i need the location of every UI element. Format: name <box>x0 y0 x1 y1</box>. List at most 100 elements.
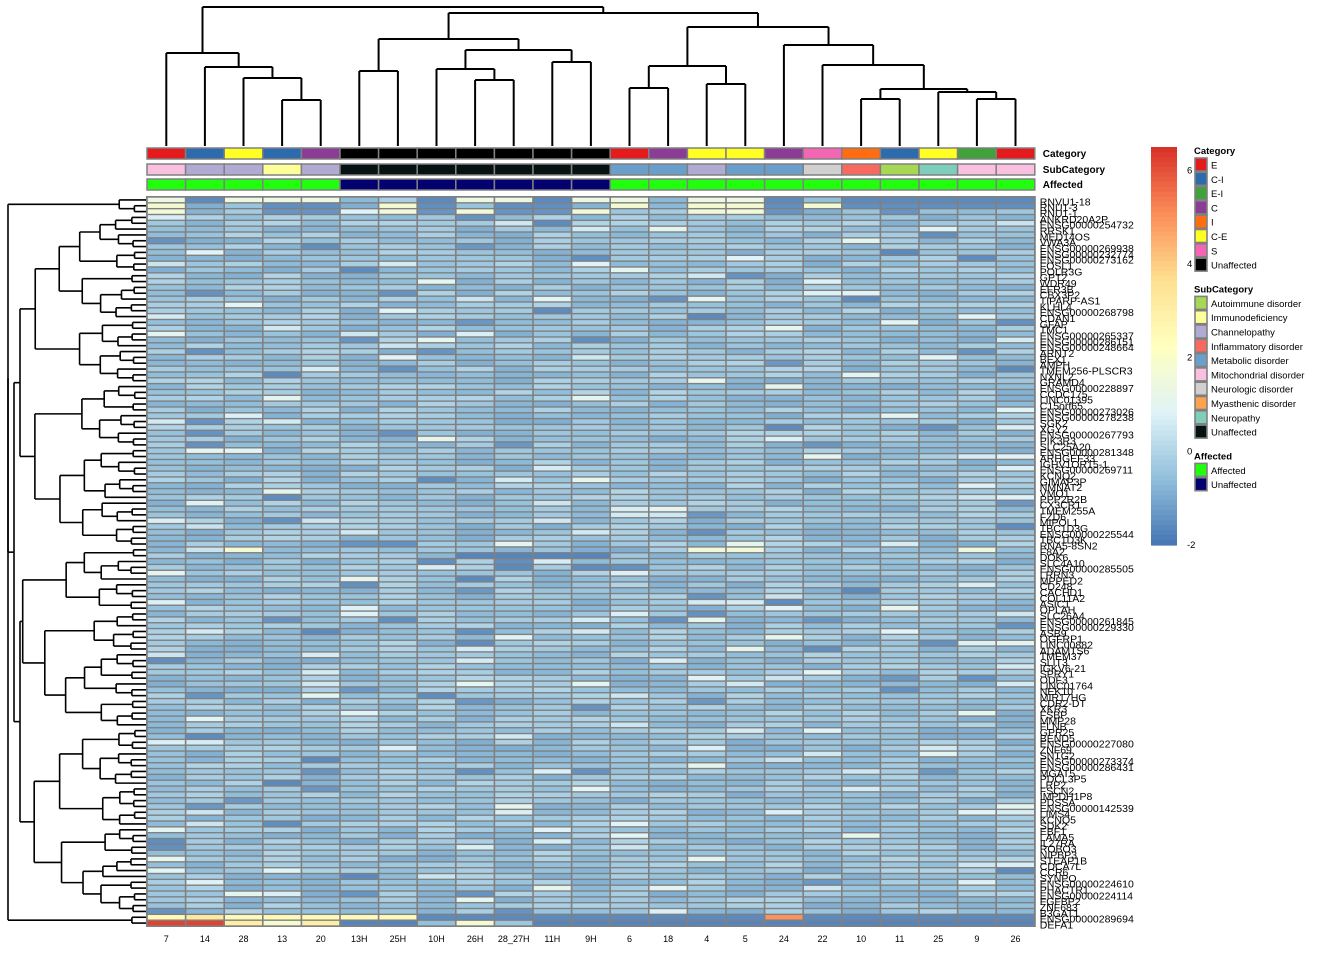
heatmap-cell <box>726 425 764 430</box>
heatmap-cell <box>495 827 533 832</box>
heatmap-cell <box>997 296 1034 302</box>
heatmap-cell <box>765 337 803 343</box>
heatmap-cell <box>997 349 1034 354</box>
heatmap-cell <box>533 238 571 243</box>
heatmap-cell <box>186 279 224 284</box>
heatmap-cell <box>418 792 455 797</box>
heatmap-cell <box>765 757 803 763</box>
heatmap-cell <box>919 273 957 278</box>
heatmap-cell <box>533 320 571 325</box>
heatmap-cell <box>958 839 996 844</box>
heatmap-cell <box>456 448 494 453</box>
heatmap-cell <box>765 775 803 780</box>
heatmap-cell <box>765 862 803 867</box>
heatmap-cell <box>611 845 648 850</box>
heatmap-cell <box>997 705 1034 710</box>
heatmap-cell <box>611 541 648 547</box>
heatmap-cell <box>456 687 494 693</box>
heatmap-cell <box>688 465 726 471</box>
heatmap-cell <box>302 436 340 442</box>
heatmap-cell <box>611 244 648 249</box>
color-scale-step <box>1151 306 1177 312</box>
heatmap-cell <box>147 611 185 617</box>
heatmap-cell <box>765 465 803 471</box>
heatmap-cell <box>418 856 455 862</box>
heatmap-cell <box>726 483 764 488</box>
heatmap-cell <box>418 413 455 418</box>
heatmap-cell <box>495 915 533 920</box>
heatmap-cell <box>726 681 764 687</box>
heatmap-cell <box>302 238 340 243</box>
column-dendrogram <box>165 6 1017 146</box>
heatmap-cell <box>842 232 880 238</box>
heatmap-cell <box>456 530 494 535</box>
heatmap-cell <box>649 197 687 203</box>
heatmap-cell <box>302 658 340 663</box>
heatmap-cell <box>958 308 996 313</box>
heatmap-cell <box>263 261 301 267</box>
heatmap-cell <box>456 798 494 803</box>
heatmap-cell <box>611 384 648 389</box>
heatmap-cell <box>147 483 185 488</box>
heatmap-cell <box>881 261 919 267</box>
heatmap-cell <box>881 273 919 278</box>
heatmap-cell <box>919 786 957 792</box>
heatmap-cell <box>572 821 610 827</box>
heatmap-cell <box>456 203 494 208</box>
heatmap-cell <box>688 436 726 442</box>
heatmap-cell <box>379 891 417 897</box>
row-label: SLC26A4 <box>1040 610 1085 622</box>
heatmap-cell <box>881 518 919 523</box>
heatmap-cell <box>688 891 726 897</box>
heatmap-cell <box>225 524 262 529</box>
heatmap-cell <box>572 576 610 582</box>
heatmap-cell <box>379 302 417 308</box>
heatmap-cell <box>302 390 340 395</box>
heatmap-cell <box>533 489 571 494</box>
heatmap-cell <box>919 261 957 267</box>
heatmap-cell <box>225 827 262 832</box>
row-label: RNA5-8SN2 <box>1040 540 1098 552</box>
heatmap-cell <box>649 506 687 512</box>
heatmap-cell <box>147 471 185 477</box>
annotation-cell-affected <box>648 178 689 191</box>
heatmap-cell <box>147 378 185 383</box>
heatmap-cell <box>186 658 224 663</box>
heatmap-cell <box>225 576 262 582</box>
heatmap-cell <box>842 500 880 506</box>
heatmap-cell <box>572 862 610 867</box>
heatmap-cell <box>649 378 687 383</box>
heatmap-cell <box>919 250 957 255</box>
heatmap-cell <box>495 436 533 442</box>
heatmap-cell <box>340 308 378 313</box>
legend-item-label: Unaffected <box>1211 261 1257 272</box>
heatmap-cell <box>881 740 919 745</box>
heatmap-cell <box>533 681 571 687</box>
heatmap-cell <box>804 874 841 879</box>
heatmap-cell <box>804 885 841 891</box>
heatmap-cell <box>958 664 996 669</box>
legend-item-label: Unaffected <box>1211 480 1257 491</box>
heatmap-cell <box>765 903 803 908</box>
heatmap-cell <box>533 302 571 308</box>
heatmap-cell <box>340 640 378 646</box>
annotation-cell-category <box>300 147 341 160</box>
heatmap-cell <box>611 477 648 483</box>
heatmap-cell <box>147 436 185 442</box>
heatmap-cell <box>572 273 610 278</box>
heatmap-cell <box>263 506 301 512</box>
heatmap-cell <box>302 588 340 593</box>
heatmap-cell <box>340 600 378 605</box>
heatmap-cell <box>263 769 301 774</box>
heatmap-cell <box>958 617 996 623</box>
heatmap-cell <box>765 570 803 576</box>
heatmap-cell <box>611 256 648 261</box>
heatmap-cell <box>804 273 841 278</box>
color-scale-step <box>1151 216 1177 223</box>
heatmap-cell <box>263 740 301 745</box>
heatmap-cell <box>919 722 957 728</box>
heatmap-cell <box>958 209 996 214</box>
heatmap-cell <box>533 862 571 867</box>
heatmap-cell <box>997 326 1034 331</box>
